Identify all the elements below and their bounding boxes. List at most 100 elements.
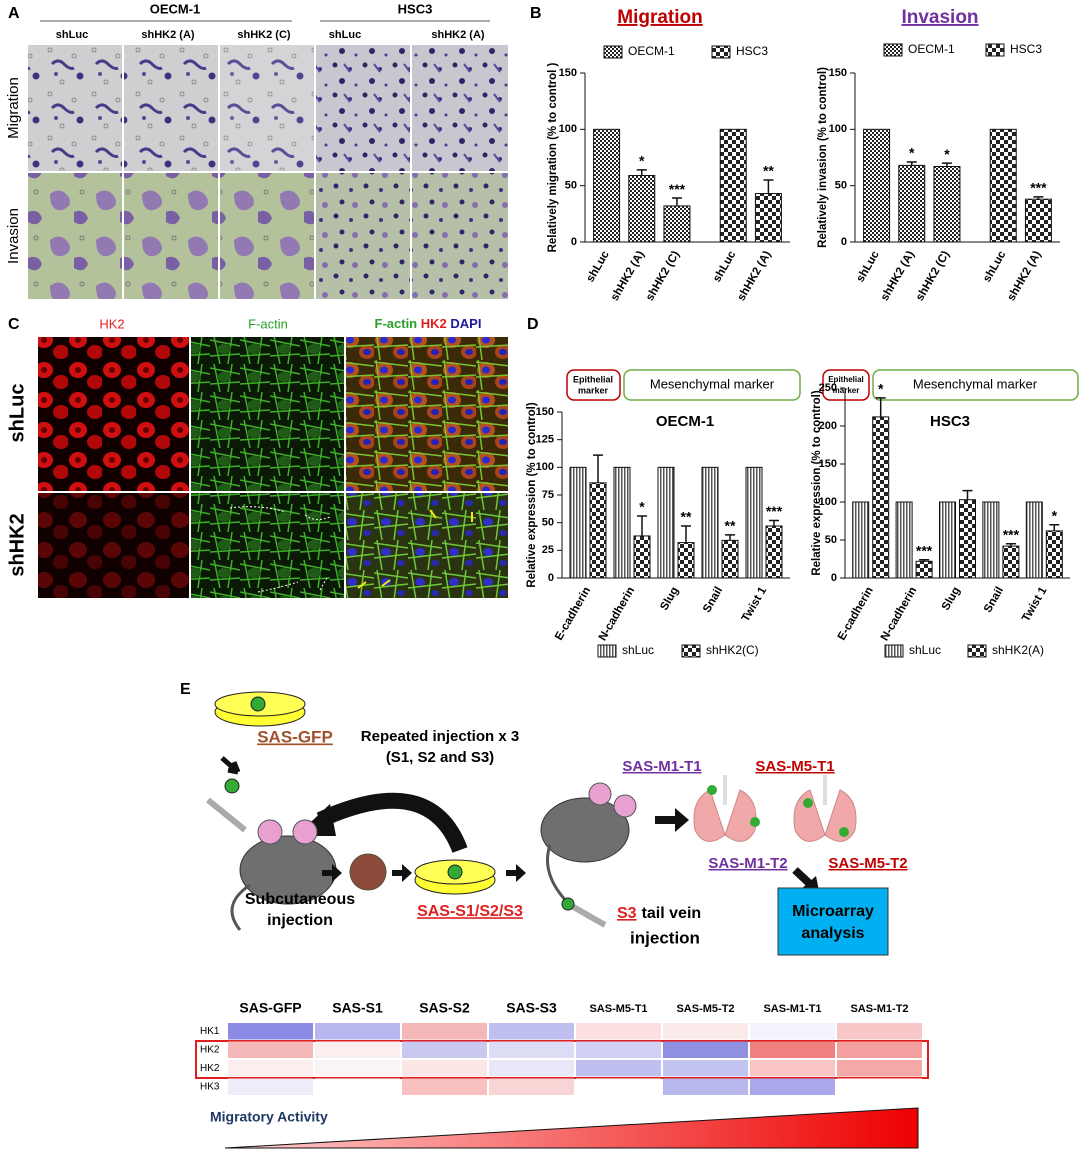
y-tick-label: 25 [542, 544, 554, 556]
micrograph [346, 493, 508, 598]
heatmap-cell [228, 1041, 313, 1058]
panel-label: B [530, 5, 542, 22]
marker-box [623, 369, 801, 401]
error-bar [919, 559, 930, 562]
mouse-ear [292, 819, 318, 845]
micrograph [124, 173, 218, 299]
heatmap-cell [402, 1060, 487, 1077]
heatmap-cell [315, 1023, 400, 1040]
mouse-tail [230, 883, 251, 931]
legend-swatch [711, 45, 731, 59]
heatmap-cell [576, 1060, 661, 1077]
heatmap-row: HK3 [200, 1081, 220, 1092]
gradient-triangle [224, 1107, 919, 1149]
significance: *** [1030, 180, 1047, 196]
heatmap-cell [837, 1060, 922, 1077]
heatmap-cell [315, 1078, 400, 1095]
bar [915, 560, 933, 579]
bar [569, 466, 587, 579]
heatmap-column: SAS-M5-T1 [589, 1003, 647, 1015]
error-bar [906, 161, 917, 166]
y-axis-label: Relative expression (% to control) [811, 390, 823, 575]
heatmap-column: SAS-M1-T1 [763, 1003, 821, 1015]
error-bar [941, 162, 952, 167]
sample-label: SAS-GFP [257, 727, 333, 746]
step-label: (S1, S2 and S3) [386, 749, 494, 766]
legend-swatch [883, 43, 903, 57]
x-tick-label: shHK2 (A) [1005, 249, 1043, 303]
chart-title: OECM-1 [656, 413, 714, 430]
x-tick-label: shHK2 (C) [914, 249, 952, 303]
column-label: shLuc [56, 29, 88, 41]
x-tick-label: E-cadherin [553, 585, 593, 642]
step-label: tail vein [642, 905, 702, 922]
heatmap-cell [315, 1060, 400, 1077]
cell [447, 864, 463, 880]
error-bar [681, 525, 691, 543]
heatmap-cell [750, 1078, 835, 1095]
step-label: Subcutaneous [245, 891, 355, 908]
sample-label: SAS-M1-T2 [708, 855, 787, 872]
bar [895, 501, 913, 579]
panel-label: C [8, 316, 20, 333]
heatmap-cell [489, 1078, 574, 1095]
column-label: shHK2 (C) [237, 29, 291, 41]
bar [701, 466, 719, 579]
bar [613, 466, 631, 579]
sample-label: SAS-M5-T1 [755, 758, 834, 775]
bar [745, 466, 763, 579]
x-tick-label: shLuc [584, 249, 612, 285]
legend-label: shHK2(A) [992, 643, 1044, 657]
x-tick-label: N-cadherin [879, 585, 919, 643]
y-axis-label: Relative expression (% to control) [526, 402, 538, 587]
x-tick-label: Snail [701, 585, 725, 615]
significance: * [909, 145, 915, 161]
x-tick-label: shHK2 (C) [644, 249, 682, 303]
x-tick-label: shLuc [854, 249, 882, 285]
y-axis-label: Relatively migration (% to control ) [547, 62, 559, 252]
lung [693, 789, 757, 842]
y-tick-label: 50 [542, 517, 554, 529]
syringe [568, 902, 607, 928]
heatmap-cell [402, 1023, 487, 1040]
mouse [540, 797, 630, 863]
micrograph [316, 173, 410, 299]
heatmap-cell [750, 1041, 835, 1058]
y-tick-label: 75 [542, 489, 554, 501]
heatmap-cell [837, 1023, 922, 1040]
x-tick-label: shLuc [981, 249, 1009, 285]
x-tick-label: N-cadherin [597, 585, 637, 643]
bar [589, 482, 607, 579]
column-label: shHK2 (A) [431, 29, 485, 41]
arrow-head [402, 864, 412, 882]
error-bar [671, 197, 682, 206]
sample-label: SAS-M5-T2 [828, 855, 907, 872]
heatmap-cell [663, 1041, 748, 1058]
heatmap-column: SAS-M1-T2 [850, 1003, 908, 1015]
heatmap-cell [489, 1060, 574, 1077]
significance: * [878, 381, 884, 397]
sample-label: SAS-M1-T1 [622, 758, 701, 775]
x-tick-label: E-cadherin [836, 585, 876, 642]
bar [939, 501, 956, 579]
group-label: HSC3 [398, 1, 433, 16]
error-bar [1005, 543, 1016, 547]
y-tick-label: 0 [548, 572, 554, 584]
heatmap-cell [576, 1078, 661, 1095]
y-tick-label: 150 [559, 67, 577, 79]
cell [803, 798, 813, 808]
marker-label: marker [578, 385, 609, 395]
syringe [206, 797, 247, 833]
y-tick-label: 100 [559, 123, 577, 135]
step-label: Microarray [792, 903, 874, 920]
heatmap-cell [576, 1041, 661, 1058]
y-axis-label: Relatively invasion (% to control) [817, 67, 829, 248]
legend-label: HSC3 [1010, 42, 1042, 56]
legend-label: OECM-1 [628, 44, 675, 58]
tumor [349, 853, 387, 891]
y-tick-label: 100 [536, 461, 554, 473]
bar [982, 501, 1000, 579]
significance: ** [725, 518, 736, 534]
